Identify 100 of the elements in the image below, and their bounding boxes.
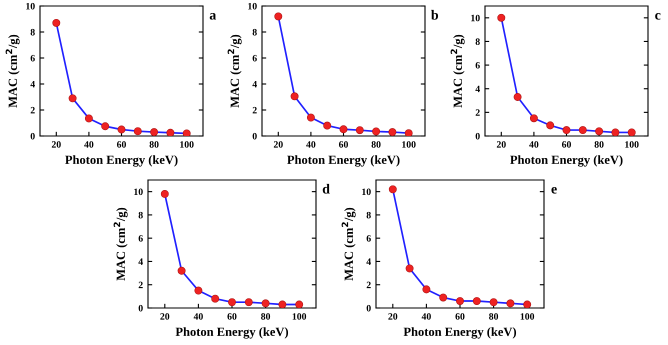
point <box>134 127 142 136</box>
y-tick-label: 2 <box>138 282 143 288</box>
x-tick-label: 40 <box>194 313 203 320</box>
text: e <box>551 186 557 194</box>
x-tick-label: 40 <box>422 313 431 320</box>
y-tick-label: 8 <box>138 212 143 218</box>
point <box>150 128 158 136</box>
x-axis-title: Photon Energy (keV) <box>510 155 623 167</box>
y-tick-label: 4 <box>252 80 257 88</box>
point <box>456 297 464 305</box>
point <box>340 125 348 134</box>
y-tick-label: 6 <box>138 235 143 242</box>
x-axis-title: Photon Energy (keV) <box>287 155 400 167</box>
x-tick-label: 80 <box>372 141 381 148</box>
x-tick-label: 100 <box>520 313 534 320</box>
text: a <box>210 13 216 20</box>
text: d <box>322 184 330 194</box>
x-axis-title: Photon Energy (keV) <box>65 155 178 167</box>
y-tick-label: 6 <box>366 235 371 242</box>
y-tick-label: 10 <box>26 2 35 10</box>
point <box>472 297 481 305</box>
y-tick-label: 8 <box>252 28 257 36</box>
x-tick-label: 20 <box>52 141 61 148</box>
x-tick-label: 60 <box>455 313 464 320</box>
point <box>228 298 236 306</box>
y-axis-title: MAC (cm$^{2}$/g) <box>342 208 356 281</box>
y-tick-label: 10 <box>362 188 371 196</box>
y-axis-title: MAC (cm$^{2}$/g) <box>450 34 465 108</box>
y-tick-label: 0 <box>252 132 257 140</box>
y-tick-label: 6 <box>30 54 35 62</box>
point <box>52 18 60 27</box>
point <box>84 114 93 122</box>
y-tick-label: 8 <box>476 38 480 45</box>
x-tick-label: 40 <box>84 141 94 148</box>
y-tick-label: 8 <box>30 28 35 36</box>
text: c <box>655 12 661 20</box>
point <box>497 14 506 22</box>
x-tick-label: 40 <box>529 141 538 148</box>
point <box>290 92 299 100</box>
y-tick-label: 2 <box>30 106 35 114</box>
point <box>388 185 397 194</box>
x-tick-label: 100 <box>180 141 194 148</box>
point <box>546 121 554 130</box>
y-tick-label: 10 <box>471 14 480 22</box>
point <box>306 114 315 122</box>
point <box>595 127 604 136</box>
y-tick-label: 2 <box>252 106 257 114</box>
point <box>101 122 110 130</box>
point <box>506 299 514 308</box>
y-tick-label: 0 <box>476 132 480 140</box>
y-tick-label: 2 <box>476 109 480 116</box>
x-tick-label: 100 <box>402 141 416 148</box>
y-tick-label: 4 <box>475 86 480 92</box>
point <box>178 266 186 275</box>
y-tick-label: 6 <box>252 54 257 62</box>
y-tick-label: 10 <box>248 2 257 10</box>
point <box>211 294 220 303</box>
point <box>182 129 191 136</box>
x-tick-label: 60 <box>116 141 126 148</box>
x-tick-label: 60 <box>338 141 348 148</box>
point <box>628 128 636 136</box>
text: b <box>431 10 438 20</box>
point <box>439 294 448 302</box>
point <box>514 93 522 101</box>
point <box>422 285 430 294</box>
x-tick-label: 40 <box>306 141 316 148</box>
x-tick-label: 80 <box>594 141 604 148</box>
point <box>68 94 77 102</box>
point <box>372 127 380 136</box>
y-tick-label: 0 <box>366 304 371 312</box>
point <box>490 298 498 306</box>
point <box>611 128 620 136</box>
point <box>404 129 413 136</box>
point <box>160 190 169 198</box>
point <box>274 12 282 20</box>
y-tick-label: 4 <box>30 80 35 88</box>
x-tick-label: 60 <box>227 313 236 320</box>
point <box>578 126 587 134</box>
point <box>194 286 202 294</box>
x-tick-label: 20 <box>388 313 398 320</box>
x-tick-label: 60 <box>562 141 571 148</box>
x-axis-title: Photon Energy (keV) <box>176 327 288 339</box>
point <box>323 122 332 130</box>
x-tick-label: 80 <box>489 313 498 320</box>
point <box>118 126 126 134</box>
x-tick-label: 80 <box>150 141 159 148</box>
y-tick-label: 4 <box>138 258 143 265</box>
y-tick-label: 2 <box>366 282 371 288</box>
y-axis-title: MAC (cm$^{2}$/g) <box>228 34 242 108</box>
x-tick-label: 20 <box>496 141 506 148</box>
y-axis-title: MAC (cm$^{2}$/g) <box>6 34 20 108</box>
point <box>388 128 396 136</box>
y-axis-title: MAC (cm$^{2}$/g) <box>114 208 128 281</box>
y-tick-label: 4 <box>366 258 371 265</box>
x-tick-label: 100 <box>625 141 639 148</box>
x-tick-label: 20 <box>274 141 283 148</box>
x-tick-label: 100 <box>292 313 306 320</box>
point <box>562 126 570 134</box>
x-tick-label: 80 <box>261 313 270 320</box>
point <box>295 300 304 308</box>
